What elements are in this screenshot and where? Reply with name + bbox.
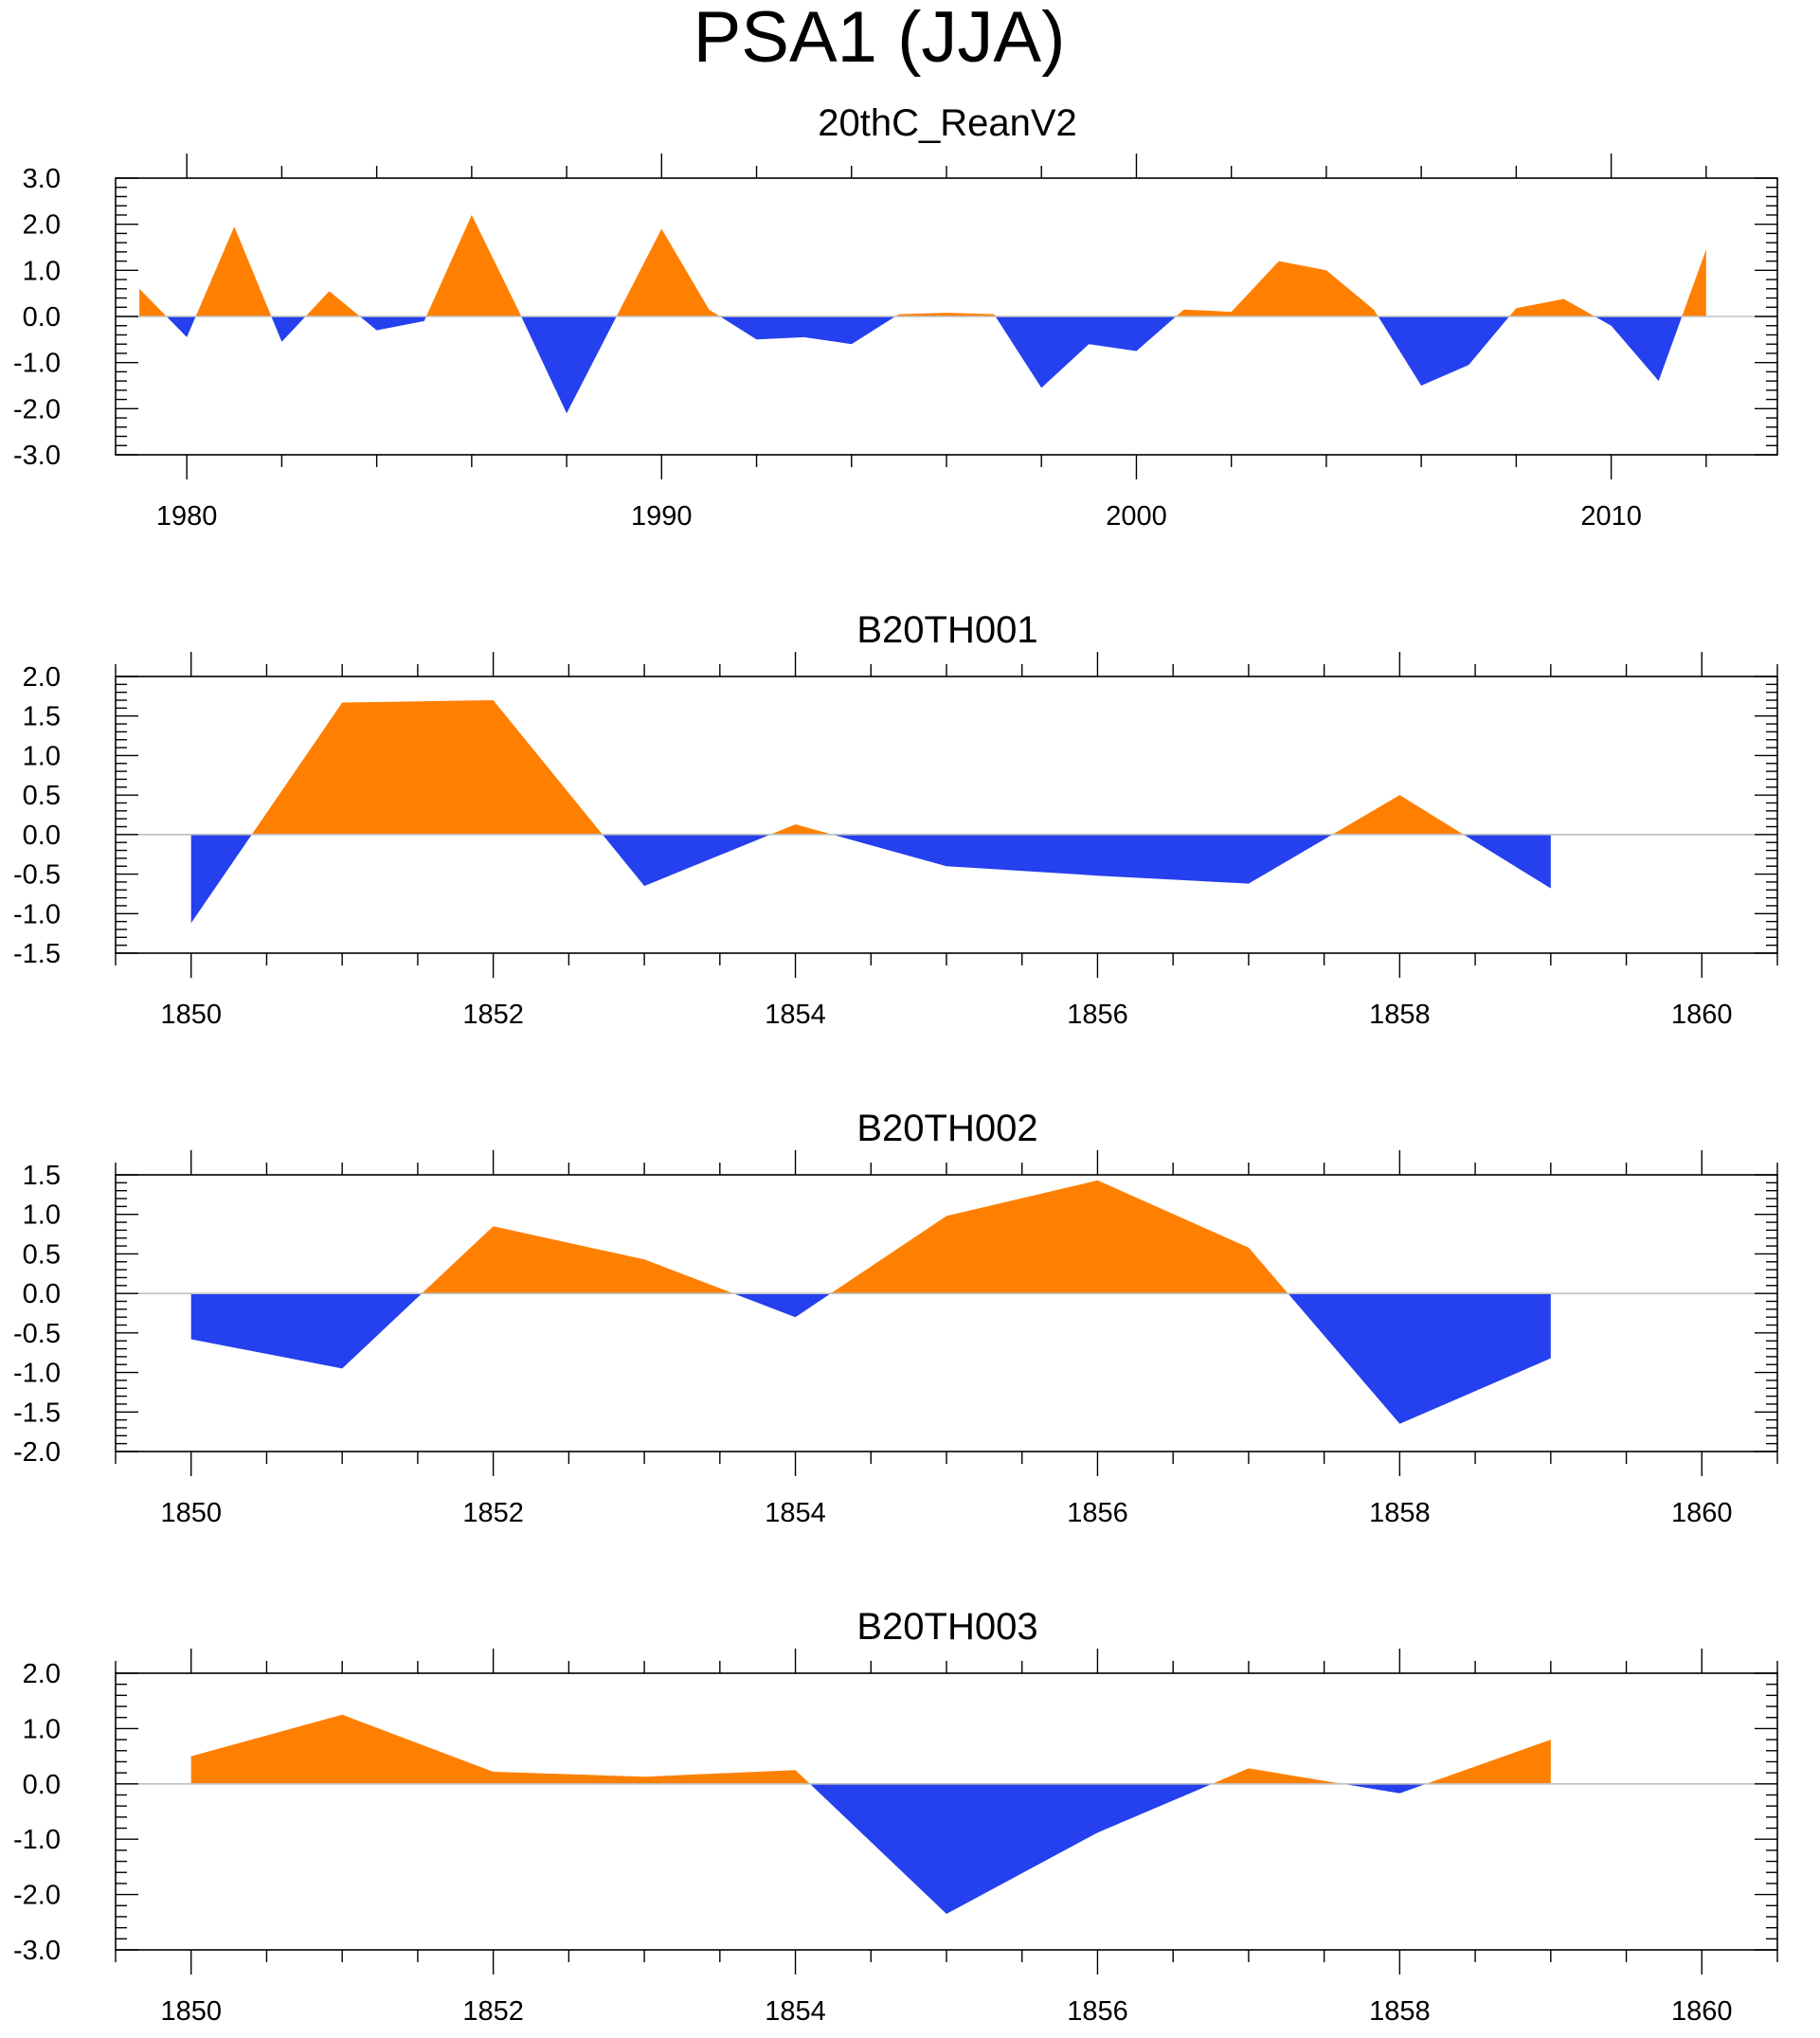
x-tick-label: 1854 [765,1498,826,1528]
y-tick-label: 1.0 [23,741,61,771]
y-tick-label: 3.0 [23,164,61,194]
x-tick-label: 2010 [1580,501,1642,532]
panel-title: B20TH002 [856,1108,1037,1149]
panel-title: B20TH003 [856,1606,1037,1648]
negative-area [1342,1783,1427,1794]
y-tick-label: -1.5 [13,939,61,969]
x-tick-label: 1858 [1369,1996,1431,2027]
x-tick-label: 1850 [160,1996,222,2027]
x-tick-label: 1860 [1671,1996,1733,2027]
positive-area [1176,261,1379,316]
positive-area [895,313,996,316]
negative-area [190,1293,423,1369]
x-tick-label: 1990 [631,501,693,532]
panel-title: 20thC_ReanV2 [818,102,1077,144]
negative-area [1288,1293,1551,1424]
y-tick-label: 2.0 [23,210,61,241]
y-tick-label: 0.0 [23,1279,61,1309]
y-tick-label: -0.5 [13,1319,61,1349]
y-tick-label: -1.0 [13,1825,61,1855]
x-tick-label: 1860 [1671,1000,1733,1030]
positive-area [1212,1768,1343,1784]
y-tick-label: 0.5 [23,1239,61,1270]
y-tick-label: -3.0 [13,1936,61,1966]
y-tick-label: -1.0 [13,899,61,929]
negative-area [832,834,1333,884]
main-title: PSA1 (JJA) [694,0,1066,78]
positive-area [195,226,272,316]
y-tick-label: 2.0 [23,1659,61,1689]
x-tick-label: 1858 [1369,1498,1431,1528]
y-tick-label: -1.0 [13,1359,61,1389]
y-tick-label: -2.0 [13,1437,61,1468]
negative-area [1595,316,1683,382]
negative-area [1378,316,1509,386]
x-tick-label: 1850 [160,1000,222,1030]
x-tick-label: 1858 [1369,1000,1431,1030]
y-tick-label: 0.0 [23,302,61,333]
y-tick-label: -0.5 [13,860,61,891]
negative-area [720,316,895,345]
negative-area [1463,834,1551,889]
x-tick-label: 2000 [1106,501,1167,532]
negative-area [809,1783,1213,1914]
y-tick-label: -3.0 [13,441,61,471]
y-tick-label: -2.0 [13,394,61,424]
x-tick-label: 1854 [765,1996,826,2027]
negative-area [521,316,617,414]
negative-area [733,1293,831,1318]
panel-title: B20TH001 [856,609,1037,651]
x-tick-label: 1860 [1671,1498,1733,1528]
positive-area [1426,1740,1551,1784]
y-tick-label: 0.0 [23,821,61,851]
y-tick-label: -1.0 [13,349,61,379]
x-tick-label: 1850 [160,1498,222,1528]
panel-b20th001: B20TH001 1850 1852 1854 1856 1858 1860 -1.5 -1.… [13,609,1778,1030]
positive-area [139,288,167,316]
positive-area [422,1226,733,1294]
x-tick-label: 1856 [1067,1996,1128,2027]
x-tick-label: 1854 [765,1000,826,1030]
positive-area [251,700,603,835]
panel-b20th002: B20TH002 1850 1852 1854 1856 1858 1860 -2.0 -1.… [13,1108,1778,1528]
positive-area [190,1714,810,1784]
negative-area [190,834,252,924]
y-tick-label: 1.0 [23,256,61,286]
x-tick-label: 1856 [1067,1498,1128,1528]
y-tick-label: -1.5 [13,1398,61,1428]
x-tick-label: 1852 [462,1000,524,1030]
y-tick-label: 1.5 [23,1161,61,1191]
negative-area [995,316,1177,388]
y-tick-label: 1.5 [23,702,61,732]
negative-area [166,316,196,337]
positive-area [1509,298,1595,316]
x-tick-label: 1856 [1067,1000,1128,1030]
positive-area [616,228,720,316]
y-tick-label: 0.0 [23,1770,61,1800]
x-tick-label: 1852 [462,1996,524,2027]
negative-area [359,316,426,331]
panel-b20th003: B20TH003 1850 1852 1854 1856 1858 1860 -3.0 -2.… [13,1606,1778,2027]
positive-area [305,291,360,316]
positive-area [830,1180,1288,1294]
y-tick-label: 2.0 [23,662,61,693]
negative-area [603,834,770,887]
x-tick-label: 1980 [156,501,218,532]
positive-area [1682,249,1706,316]
positive-area [425,214,522,316]
positive-area [770,824,833,835]
x-tick-label: 1852 [462,1498,524,1528]
positive-area [1332,795,1464,835]
y-tick-label: 0.5 [23,781,61,811]
y-tick-label: 1.0 [23,1714,61,1744]
negative-area [271,316,306,342]
y-tick-label: 1.0 [23,1200,61,1231]
panel-20thc-reanv2: 20thC_ReanV2 1980 1990 2000 2010 -3.0 -2.0 -1.… [13,102,1778,532]
y-tick-label: -2.0 [13,1881,61,1911]
